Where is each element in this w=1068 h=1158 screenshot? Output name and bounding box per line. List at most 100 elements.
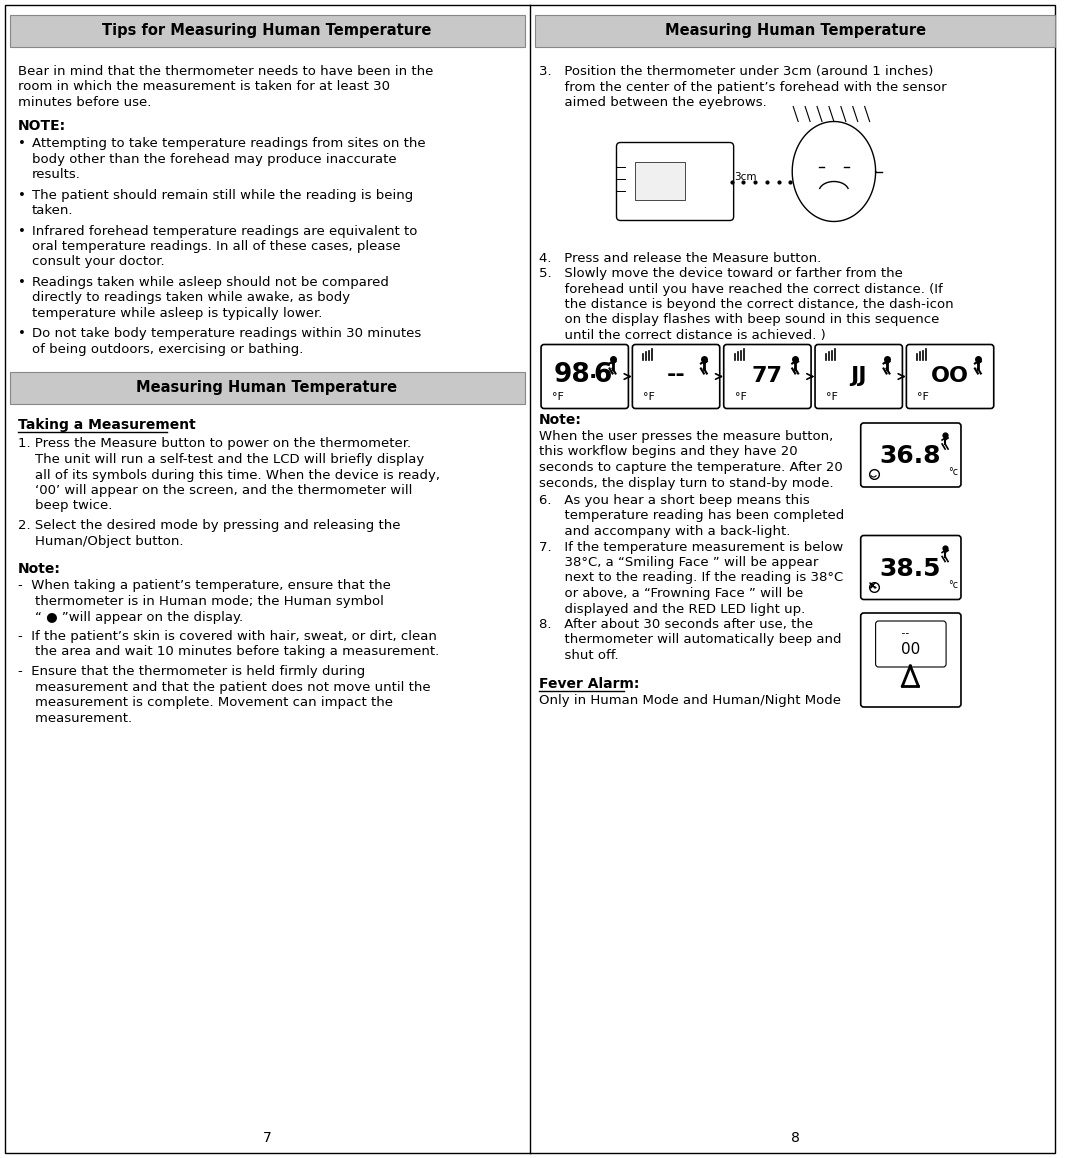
Text: 77: 77	[752, 366, 783, 386]
Text: OO: OO	[931, 366, 969, 386]
Text: °F: °F	[735, 393, 747, 403]
Text: minutes before use.: minutes before use.	[18, 96, 152, 109]
Text: 6.   As you hear a short beep means this: 6. As you hear a short beep means this	[539, 494, 810, 507]
Text: this workflow begins and they have 20: this workflow begins and they have 20	[539, 446, 798, 459]
Text: measurement is complete. Movement can impact the: measurement is complete. Movement can im…	[18, 696, 393, 709]
FancyBboxPatch shape	[861, 423, 961, 488]
Text: Only in Human Mode and Human/Night Mode: Only in Human Mode and Human/Night Mode	[539, 694, 842, 708]
Text: °c: °c	[948, 579, 958, 589]
Text: 2. Select the desired mode by pressing and releasing the: 2. Select the desired mode by pressing a…	[18, 519, 400, 532]
Text: Measuring Human Temperature: Measuring Human Temperature	[664, 23, 926, 38]
Text: directly to readings taken while awake, as body: directly to readings taken while awake, …	[32, 292, 350, 305]
Text: 4.   Press and release the Measure button.: 4. Press and release the Measure button.	[539, 251, 821, 264]
Text: 7: 7	[263, 1131, 271, 1145]
Text: 38.5: 38.5	[880, 557, 941, 580]
Text: 7.   If the temperature measurement is below: 7. If the temperature measurement is bel…	[539, 541, 844, 554]
Text: •: •	[18, 225, 26, 237]
Text: all of its symbols during this time. When the device is ready,: all of its symbols during this time. Whe…	[18, 469, 440, 482]
Text: •: •	[18, 137, 26, 151]
Text: When the user presses the measure button,: When the user presses the measure button…	[539, 430, 833, 444]
Text: 8.   After about 30 seconds after use, the: 8. After about 30 seconds after use, the	[539, 618, 813, 631]
FancyBboxPatch shape	[632, 344, 720, 409]
Text: °F: °F	[917, 393, 929, 403]
Text: 3cm: 3cm	[735, 171, 757, 182]
Text: “ ● ”will appear on the display.: “ ● ”will appear on the display.	[18, 610, 244, 623]
Text: °F: °F	[826, 393, 837, 403]
Text: -  When taking a patient’s temperature, ensure that the: - When taking a patient’s temperature, e…	[18, 579, 391, 593]
FancyBboxPatch shape	[861, 613, 961, 708]
Text: °F: °F	[643, 393, 655, 403]
Text: 5.   Slowly move the device toward or farther from the: 5. Slowly move the device toward or fart…	[539, 267, 902, 280]
Text: 98: 98	[554, 362, 591, 388]
Text: beep twice.: beep twice.	[18, 499, 112, 513]
Text: Infrared forehead temperature readings are equivalent to: Infrared forehead temperature readings a…	[32, 225, 418, 237]
FancyBboxPatch shape	[907, 344, 993, 409]
Text: .: .	[588, 361, 597, 381]
Text: consult your doctor.: consult your doctor.	[32, 256, 164, 269]
Text: Measuring Human Temperature: Measuring Human Temperature	[137, 380, 397, 395]
Text: displayed and the RED LED light up.: displayed and the RED LED light up.	[539, 602, 805, 616]
Text: Do not take body temperature readings within 30 minutes: Do not take body temperature readings wi…	[32, 328, 421, 340]
Text: the distance is beyond the correct distance, the dash-icon: the distance is beyond the correct dista…	[539, 298, 954, 312]
Text: Attempting to take temperature readings from sites on the: Attempting to take temperature readings …	[32, 137, 425, 151]
Text: The unit will run a self-test and the LCD will briefly display: The unit will run a self-test and the LC…	[18, 453, 424, 466]
Text: oral temperature readings. In all of these cases, please: oral temperature readings. In all of the…	[32, 240, 400, 252]
Text: of being outdoors, exercising or bathing.: of being outdoors, exercising or bathing…	[32, 343, 303, 356]
Text: until the correct distance is achieved. ): until the correct distance is achieved. …	[539, 329, 826, 342]
Text: 8: 8	[790, 1131, 800, 1145]
Text: thermometer is in Human mode; the Human symbol: thermometer is in Human mode; the Human …	[18, 595, 383, 608]
Text: temperature while asleep is typically lower.: temperature while asleep is typically lo…	[32, 307, 323, 320]
Text: next to the reading. If the reading is 38°C: next to the reading. If the reading is 3…	[539, 572, 844, 585]
Bar	[635, 161, 685, 199]
Text: 00: 00	[900, 642, 920, 657]
Text: °F: °F	[552, 393, 564, 403]
Text: •: •	[18, 328, 26, 340]
Text: Note:: Note:	[539, 413, 582, 427]
FancyBboxPatch shape	[724, 344, 811, 409]
Text: and accompany with a back-light.: and accompany with a back-light.	[539, 525, 790, 538]
Text: Note:: Note:	[18, 562, 61, 576]
Text: JJ: JJ	[850, 366, 867, 386]
FancyBboxPatch shape	[876, 621, 946, 667]
Text: •: •	[18, 276, 26, 290]
FancyBboxPatch shape	[861, 535, 961, 600]
Text: body other than the forehead may produce inaccurate: body other than the forehead may produce…	[32, 153, 396, 166]
Text: 3.   Position the thermometer under 3cm (around 1 inches): 3. Position the thermometer under 3cm (a…	[539, 65, 933, 78]
Bar	[535, 15, 1055, 47]
Text: ¯¯: ¯¯	[900, 633, 910, 643]
Text: room in which the measurement is taken for at least 30: room in which the measurement is taken f…	[18, 81, 390, 94]
Text: seconds, the display turn to stand-by mode.: seconds, the display turn to stand-by mo…	[539, 476, 834, 490]
Text: -  Ensure that the thermometer is held firmly during: - Ensure that the thermometer is held fi…	[18, 665, 365, 677]
Bar	[10, 372, 525, 403]
Text: seconds to capture the temperature. After 20: seconds to capture the temperature. Afte…	[539, 461, 843, 474]
Bar	[10, 15, 525, 47]
Text: Bear in mind that the thermometer needs to have been in the: Bear in mind that the thermometer needs …	[18, 65, 434, 78]
Text: Human/Object button.: Human/Object button.	[18, 535, 184, 548]
Text: --: --	[666, 366, 686, 386]
Text: aimed between the eyebrows.: aimed between the eyebrows.	[539, 96, 767, 109]
Text: •: •	[18, 189, 26, 201]
Text: NOTE:: NOTE:	[18, 119, 66, 133]
Text: Tips for Measuring Human Temperature: Tips for Measuring Human Temperature	[103, 23, 431, 38]
FancyBboxPatch shape	[616, 142, 734, 220]
Text: results.: results.	[32, 168, 81, 181]
Text: 1. Press the Measure button to power on the thermometer.: 1. Press the Measure button to power on …	[18, 438, 411, 450]
FancyBboxPatch shape	[815, 344, 902, 409]
Text: the area and wait 10 minutes before taking a measurement.: the area and wait 10 minutes before taki…	[18, 645, 439, 659]
Text: The patient should remain still while the reading is being: The patient should remain still while th…	[32, 189, 413, 201]
Text: ‘00’ will appear on the screen, and the thermometer will: ‘00’ will appear on the screen, and the …	[18, 484, 412, 497]
Text: Taking a Measurement: Taking a Measurement	[18, 418, 195, 432]
Text: measurement.: measurement.	[18, 711, 132, 725]
Text: Fever Alarm:: Fever Alarm:	[539, 676, 640, 690]
Text: 6: 6	[594, 362, 612, 388]
Text: 36.8: 36.8	[880, 444, 941, 468]
Text: temperature reading has been completed: temperature reading has been completed	[539, 510, 845, 522]
Text: shut off.: shut off.	[539, 648, 618, 662]
Text: measurement and that the patient does not move until the: measurement and that the patient does no…	[18, 681, 430, 694]
FancyBboxPatch shape	[541, 344, 628, 409]
Text: from the center of the patient’s forehead with the sensor: from the center of the patient’s forehea…	[539, 81, 946, 94]
Text: °c: °c	[948, 467, 958, 477]
Text: forehead until you have reached the correct distance. (If: forehead until you have reached the corr…	[539, 283, 943, 295]
Text: Readings taken while asleep should not be compared: Readings taken while asleep should not b…	[32, 276, 389, 290]
Text: thermometer will automatically beep and: thermometer will automatically beep and	[539, 633, 842, 646]
